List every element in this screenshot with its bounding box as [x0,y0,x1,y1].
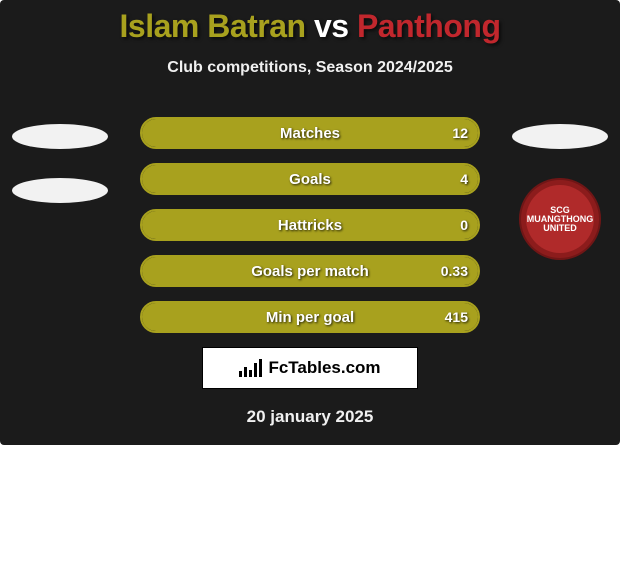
stat-value-right: 12 [452,119,468,147]
bars-icon [239,359,262,377]
title-vs: vs [314,8,349,44]
subtitle: Club competitions, Season 2024/2025 [0,59,620,77]
club-badge-icon: SCG MUANGTHONG UNITED [519,178,601,260]
stat-label: Goals [142,165,478,193]
club-right-2: SCG MUANGTHONG UNITED [512,178,608,260]
club-left-2 [12,178,108,203]
title-player-a: Islam Batran [120,8,306,44]
comparison-panel: Islam Batran vs Panthong Club competitio… [0,0,620,445]
stat-label: Goals per match [142,257,478,285]
stat-value-right: 0 [460,211,468,239]
attribution-text: FcTables.com [268,358,380,378]
stat-row: Goals per match0.33 [140,255,480,287]
stat-value-right: 0.33 [441,257,468,285]
stat-label: Matches [142,119,478,147]
stat-row: Goals4 [140,163,480,195]
club-right-1 [512,124,608,149]
club-placeholder-icon [12,178,108,203]
stat-value-right: 415 [445,303,468,331]
club-left-1 [12,124,108,149]
club-badge-text: SCG MUANGTHONG UNITED [526,185,594,253]
report-date: 20 january 2025 [0,407,620,427]
club-placeholder-icon [12,124,108,149]
club-placeholder-icon [512,124,608,149]
stat-row: Hattricks0 [140,209,480,241]
stat-label: Hattricks [142,211,478,239]
stat-label: Min per goal [142,303,478,331]
stat-row: Matches12 [140,117,480,149]
stat-row: Min per goal415 [140,301,480,333]
title-player-b: Panthong [357,8,501,44]
stat-value-right: 4 [460,165,468,193]
attribution-box[interactable]: FcTables.com [202,347,418,389]
page-title: Islam Batran vs Panthong [0,0,620,45]
